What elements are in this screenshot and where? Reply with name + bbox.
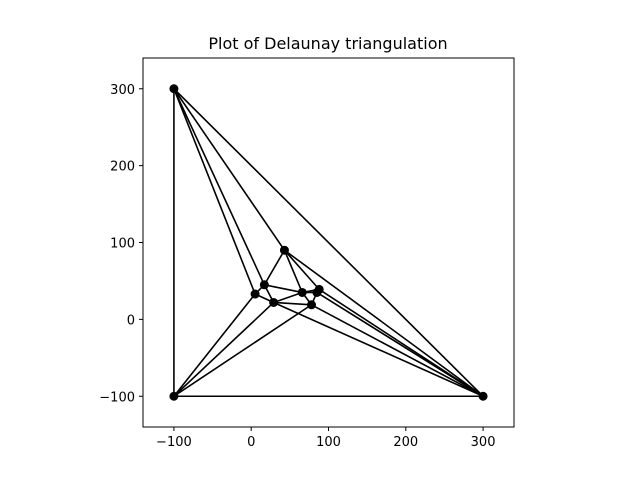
triangulation-edge-6 bbox=[283, 249, 484, 397]
triangulation-edge-16 bbox=[283, 249, 320, 290]
triangulation-edge-2 bbox=[173, 88, 484, 397]
x-tick-label: 300 bbox=[471, 435, 496, 450]
chart-title: Plot of Delaunay triangulation bbox=[208, 34, 447, 53]
triangulation-edge-8 bbox=[316, 291, 484, 397]
point-group bbox=[169, 84, 488, 401]
data-point-0 bbox=[169, 84, 179, 94]
data-point-6 bbox=[269, 297, 279, 307]
x-axis: −100 0 100 200 300 bbox=[156, 427, 495, 450]
x-tick-label: 100 bbox=[316, 435, 341, 450]
x-tick-label: 0 bbox=[247, 435, 255, 450]
y-tick-label: 100 bbox=[110, 237, 135, 252]
x-tick-label: 200 bbox=[393, 435, 418, 450]
triangulation-edge-5 bbox=[173, 88, 256, 295]
y-tick-label: 300 bbox=[110, 83, 135, 98]
data-point-5 bbox=[250, 289, 260, 299]
triangulation-edge-19 bbox=[264, 283, 303, 294]
triangulation-edge-21 bbox=[273, 291, 303, 304]
y-tick-label: −100 bbox=[99, 390, 135, 405]
data-point-3 bbox=[279, 245, 289, 255]
triangulation-edge-15 bbox=[283, 249, 303, 293]
data-point-7 bbox=[297, 287, 307, 297]
triangulation-edge-9 bbox=[311, 304, 484, 397]
data-point-4 bbox=[259, 280, 269, 290]
data-point-10 bbox=[306, 300, 316, 310]
triangulation-edge-11 bbox=[173, 293, 256, 397]
triangulation-edge-14 bbox=[263, 249, 286, 286]
y-tick-label: 200 bbox=[110, 160, 135, 175]
edge-group bbox=[173, 88, 484, 398]
triangulation-edge-13 bbox=[173, 304, 312, 397]
y-tick-label: 0 bbox=[127, 313, 135, 328]
data-point-9 bbox=[312, 287, 322, 297]
triangulation-edge-4 bbox=[173, 88, 266, 286]
triangulation-edge-22 bbox=[273, 301, 312, 306]
data-point-2 bbox=[478, 391, 488, 401]
y-axis: −100 0 100 200 300 bbox=[99, 83, 143, 405]
triangulation-edge-3 bbox=[173, 88, 286, 251]
x-tick-label: −100 bbox=[156, 435, 192, 450]
triangulation-edge-12 bbox=[173, 301, 275, 397]
triangulation-edge-10 bbox=[273, 301, 484, 397]
data-point-1 bbox=[169, 391, 179, 401]
